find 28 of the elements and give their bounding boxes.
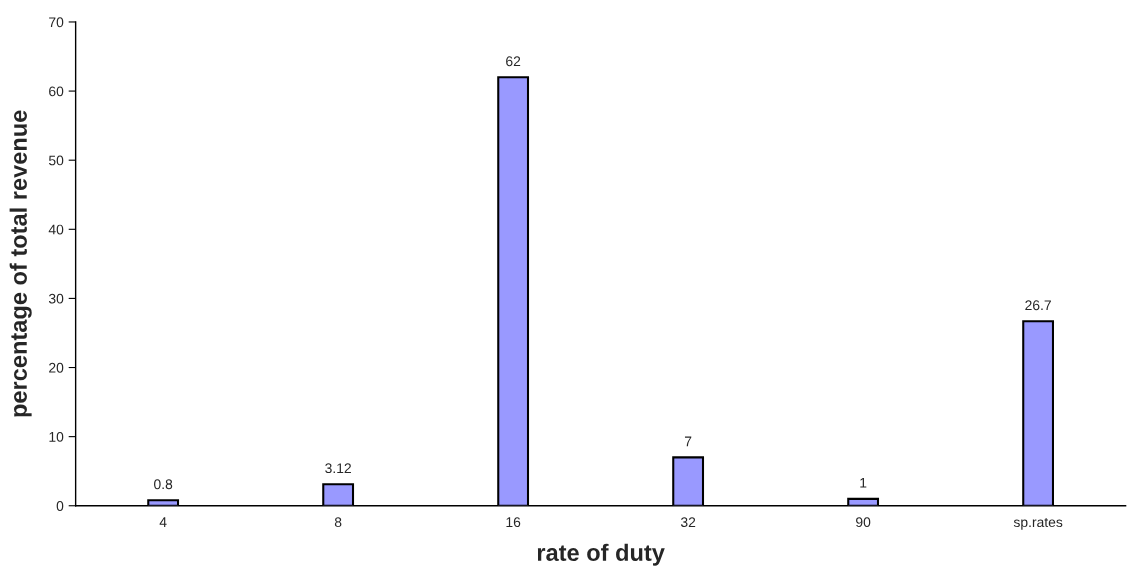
- x-tick-label: 8: [334, 517, 342, 528]
- y-tick-label: 30: [48, 293, 64, 304]
- y-tick-label: 50: [48, 155, 64, 166]
- y-tick-label: 40: [48, 224, 64, 235]
- bar: [497, 76, 530, 506]
- bar: [147, 499, 180, 506]
- y-tick-label: 20: [49, 362, 64, 373]
- data-label: 7: [684, 436, 692, 447]
- bar: [672, 456, 705, 506]
- y-tick-label: 10: [49, 431, 64, 442]
- data-label: 1: [860, 478, 867, 488]
- x-tick-label: 4: [159, 517, 167, 527]
- x-axis-title: rate of duty: [537, 543, 665, 566]
- x-tick-label: 16: [506, 517, 521, 528]
- x-tick-label: sp.rates: [1013, 517, 1063, 530]
- y-axis-title: percentage of total revenue: [9, 110, 32, 417]
- bar: [322, 483, 355, 506]
- y-tick-label: 70: [49, 17, 64, 28]
- data-label: 26.7: [1025, 300, 1051, 311]
- data-label: 62: [506, 56, 521, 67]
- y-tick-label: 60: [49, 86, 64, 97]
- y-tick-label: 0: [56, 501, 64, 511]
- bar: [847, 497, 880, 506]
- bar: [1022, 320, 1055, 506]
- x-tick-label: 90: [856, 517, 871, 528]
- data-label: 0.8: [154, 479, 173, 490]
- data-label: 3.12: [325, 463, 351, 474]
- x-tick-label: 32: [680, 517, 696, 528]
